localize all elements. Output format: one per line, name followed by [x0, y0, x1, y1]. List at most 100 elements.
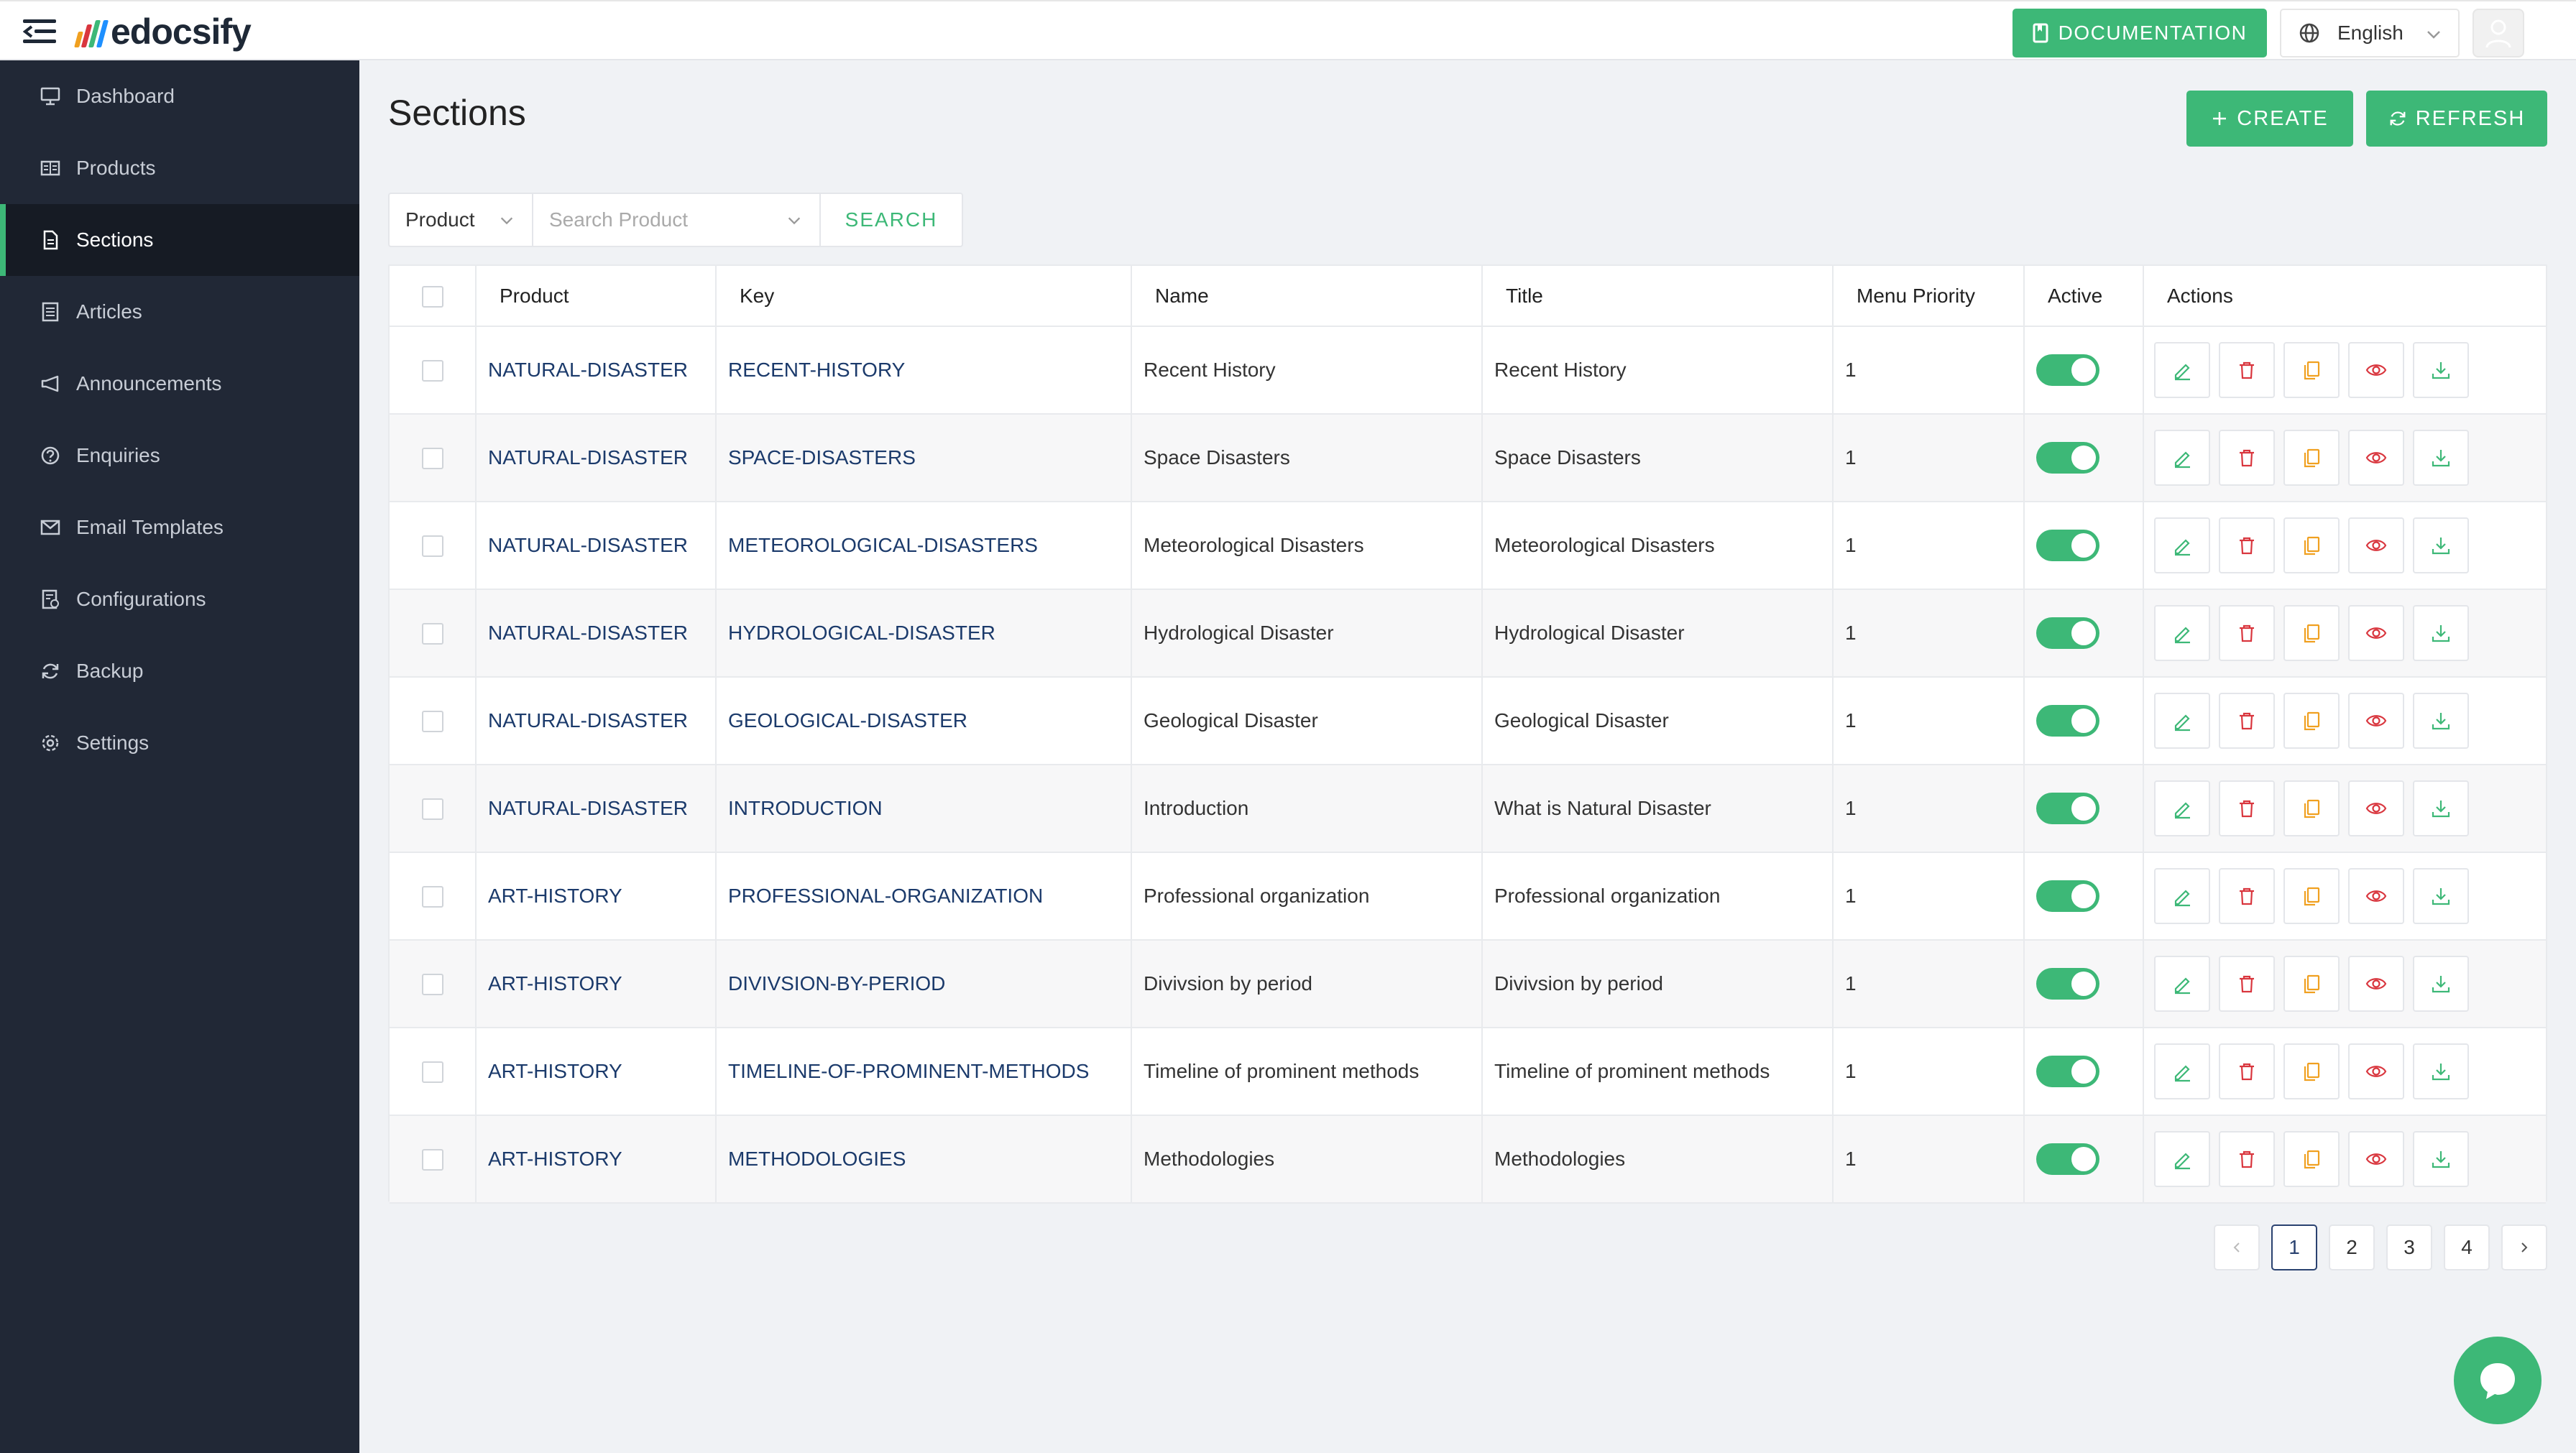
copy-button[interactable]: [2283, 693, 2340, 749]
search-button[interactable]: SEARCH: [845, 208, 938, 231]
create-button[interactable]: CREATE: [2186, 91, 2353, 147]
download-button[interactable]: [2413, 868, 2469, 924]
download-button[interactable]: [2413, 693, 2469, 749]
page-button-3[interactable]: 3: [2386, 1224, 2432, 1270]
row-checkbox[interactable]: [421, 1061, 443, 1084]
language-select[interactable]: English: [2280, 9, 2460, 57]
sidebar-item-articles[interactable]: Articles: [0, 276, 359, 348]
delete-button[interactable]: [2219, 605, 2275, 661]
active-toggle[interactable]: [2036, 968, 2099, 1000]
copy-button[interactable]: [2283, 605, 2340, 661]
row-checkbox[interactable]: [421, 448, 443, 470]
copy-button[interactable]: [2283, 868, 2340, 924]
active-toggle[interactable]: [2036, 1056, 2099, 1087]
view-button[interactable]: [2348, 1043, 2404, 1099]
sidebar-item-backup[interactable]: Backup: [0, 635, 359, 707]
delete-button[interactable]: [2219, 1131, 2275, 1187]
sidebar-item-email-templates[interactable]: Email Templates: [0, 492, 359, 563]
key-cell[interactable]: DIVIVSION-BY-PERIOD: [716, 940, 1132, 1028]
edit-button[interactable]: [2154, 517, 2210, 573]
active-toggle[interactable]: [2036, 617, 2099, 649]
filter-field-select[interactable]: Product: [390, 194, 533, 246]
copy-button[interactable]: [2283, 430, 2340, 486]
page-button-4[interactable]: 4: [2444, 1224, 2490, 1270]
column-header-key[interactable]: Key: [716, 266, 1132, 327]
edit-button[interactable]: [2154, 430, 2210, 486]
edit-button[interactable]: [2154, 1043, 2210, 1099]
row-checkbox[interactable]: [421, 711, 443, 733]
edit-button[interactable]: [2154, 605, 2210, 661]
product-cell[interactable]: ART-HISTORY: [476, 1028, 717, 1115]
search-product-select[interactable]: Search Product: [533, 194, 821, 246]
documentation-button[interactable]: DOCUMENTATION: [2012, 9, 2267, 57]
row-checkbox[interactable]: [421, 360, 443, 382]
key-cell[interactable]: METEOROLOGICAL-DISASTERS: [716, 502, 1132, 589]
download-button[interactable]: [2413, 1043, 2469, 1099]
key-cell[interactable]: INTRODUCTION: [716, 765, 1132, 852]
key-cell[interactable]: PROFESSIONAL-ORGANIZATION: [716, 852, 1132, 940]
view-button[interactable]: [2348, 605, 2404, 661]
view-button[interactable]: [2348, 342, 2404, 398]
sidebar-item-dashboard[interactable]: Dashboard: [0, 60, 359, 132]
delete-button[interactable]: [2219, 868, 2275, 924]
column-header-menu-priority[interactable]: Menu Priority: [1833, 266, 2025, 327]
chat-widget-button[interactable]: [2454, 1337, 2542, 1424]
download-button[interactable]: [2413, 342, 2469, 398]
column-header-name[interactable]: Name: [1131, 266, 1483, 327]
edit-button[interactable]: [2154, 693, 2210, 749]
download-button[interactable]: [2413, 605, 2469, 661]
view-button[interactable]: [2348, 868, 2404, 924]
product-cell[interactable]: ART-HISTORY: [476, 940, 717, 1028]
sidebar-item-sections[interactable]: Sections: [0, 204, 359, 276]
active-toggle[interactable]: [2036, 442, 2099, 474]
download-button[interactable]: [2413, 956, 2469, 1012]
copy-button[interactable]: [2283, 342, 2340, 398]
edit-button[interactable]: [2154, 868, 2210, 924]
active-toggle[interactable]: [2036, 1143, 2099, 1175]
view-button[interactable]: [2348, 693, 2404, 749]
copy-button[interactable]: [2283, 1131, 2340, 1187]
row-checkbox[interactable]: [421, 623, 443, 645]
product-cell[interactable]: NATURAL-DISASTER: [476, 502, 717, 589]
active-toggle[interactable]: [2036, 880, 2099, 912]
delete-button[interactable]: [2219, 956, 2275, 1012]
row-checkbox[interactable]: [421, 886, 443, 908]
product-cell[interactable]: ART-HISTORY: [476, 852, 717, 940]
select-all-checkbox[interactable]: [421, 285, 443, 308]
key-cell[interactable]: TIMELINE-OF-PROMINENT-METHODS: [716, 1028, 1132, 1115]
menu-toggle-icon[interactable]: [23, 17, 56, 46]
key-cell[interactable]: RECENT-HISTORY: [716, 326, 1132, 414]
user-avatar[interactable]: [2472, 9, 2524, 57]
sidebar-item-announcements[interactable]: Announcements: [0, 348, 359, 420]
prev-page-button[interactable]: [2214, 1224, 2260, 1270]
sidebar-item-products[interactable]: Products: [0, 132, 359, 204]
key-cell[interactable]: SPACE-DISASTERS: [716, 414, 1132, 502]
copy-button[interactable]: [2283, 780, 2340, 836]
product-cell[interactable]: ART-HISTORY: [476, 1115, 717, 1203]
view-button[interactable]: [2348, 517, 2404, 573]
delete-button[interactable]: [2219, 780, 2275, 836]
product-cell[interactable]: NATURAL-DISASTER: [476, 414, 717, 502]
download-button[interactable]: [2413, 1131, 2469, 1187]
row-checkbox[interactable]: [421, 798, 443, 821]
edit-button[interactable]: [2154, 1131, 2210, 1187]
delete-button[interactable]: [2219, 430, 2275, 486]
sidebar-item-configurations[interactable]: Configurations: [0, 563, 359, 635]
active-toggle[interactable]: [2036, 354, 2099, 386]
key-cell[interactable]: HYDROLOGICAL-DISASTER: [716, 589, 1132, 677]
product-cell[interactable]: NATURAL-DISASTER: [476, 677, 717, 765]
view-button[interactable]: [2348, 430, 2404, 486]
active-toggle[interactable]: [2036, 705, 2099, 737]
view-button[interactable]: [2348, 956, 2404, 1012]
view-button[interactable]: [2348, 780, 2404, 836]
edit-button[interactable]: [2154, 342, 2210, 398]
delete-button[interactable]: [2219, 517, 2275, 573]
row-checkbox[interactable]: [421, 974, 443, 996]
copy-button[interactable]: [2283, 517, 2340, 573]
sidebar-item-settings[interactable]: Settings: [0, 707, 359, 779]
key-cell[interactable]: GEOLOGICAL-DISASTER: [716, 677, 1132, 765]
next-page-button[interactable]: [2501, 1224, 2547, 1270]
column-header-active[interactable]: Active: [2024, 266, 2144, 327]
row-checkbox[interactable]: [421, 535, 443, 558]
sidebar-item-enquiries[interactable]: Enquiries: [0, 420, 359, 492]
